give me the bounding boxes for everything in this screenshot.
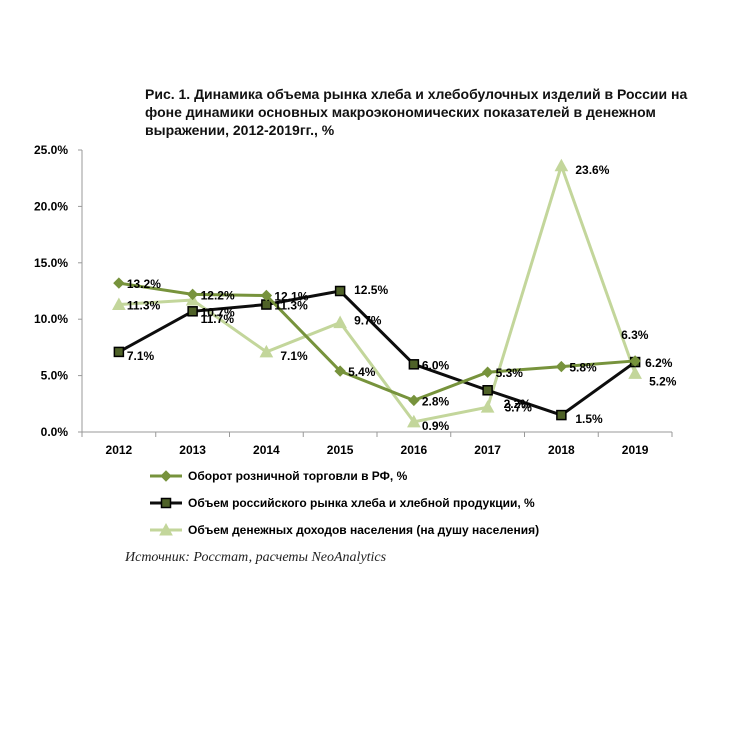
y-tick-label: 10.0% <box>34 312 68 326</box>
data-label: 5.2% <box>649 374 677 388</box>
x-tick-label: 2014 <box>253 443 280 457</box>
x-tick-label: 2018 <box>548 443 575 457</box>
data-label: 12.1% <box>274 290 308 304</box>
x-tick-label: 2017 <box>474 443 501 457</box>
data-point <box>554 158 569 172</box>
data-point <box>113 277 125 289</box>
legend-marker <box>160 470 172 482</box>
legend-item: Оборот розничной торговли в РФ, % <box>150 469 408 483</box>
y-axis-ticks: 0.0% 5.0% 10.0% 15.0% 20.0% 25.0% <box>34 143 82 439</box>
data-label: 7.1% <box>127 349 155 363</box>
legend-marker <box>160 497 172 509</box>
data-label: 5.4% <box>348 365 376 379</box>
data-label: 23.6% <box>575 163 609 177</box>
legend-label: Оборот розничной торговли в РФ, % <box>188 469 408 483</box>
legend-label: Объем российского рынка хлеба и хлебной … <box>188 496 535 510</box>
x-tick-label: 2015 <box>327 443 354 457</box>
x-tick-label: 2013 <box>179 443 206 457</box>
data-point <box>408 394 420 407</box>
legend: Оборот розничной торговли в РФ, % Объем р… <box>150 469 539 537</box>
series-1 <box>113 277 641 407</box>
data-point <box>187 306 198 317</box>
data-label: 6.2% <box>645 356 673 370</box>
legend-label: Объем денежных доходов населения (на душ… <box>188 523 539 537</box>
y-tick-label: 15.0% <box>34 256 68 270</box>
legend-item: Объем денежных доходов населения (на душ… <box>150 522 539 537</box>
data-point <box>481 366 494 378</box>
data-label: 6.0% <box>422 358 450 372</box>
series-2 <box>113 285 641 421</box>
data-label: 1.5% <box>575 412 603 426</box>
legend-marker <box>159 522 173 536</box>
x-tick-label: 2019 <box>622 443 649 457</box>
data-point <box>555 360 568 373</box>
y-tick-label: 5.0% <box>41 369 69 383</box>
data-point <box>113 346 125 358</box>
data-label: 11.7% <box>201 312 235 326</box>
data-label: 0.9% <box>422 419 450 433</box>
data-label: 12.2% <box>201 288 235 302</box>
data-label: 11.3% <box>127 299 161 313</box>
chart-title: Рис. 1. Динамика объема рынка хлеба и хл… <box>145 86 688 138</box>
data-point <box>407 414 421 428</box>
data-label: 3.7% <box>505 400 533 414</box>
data-label: 2.8% <box>422 394 450 408</box>
data-label: 11.3% <box>274 299 308 313</box>
data-point <box>260 289 273 302</box>
data-label: 7.1% <box>280 349 308 363</box>
data-point <box>629 355 641 367</box>
data-label: 10.7% <box>201 305 235 319</box>
series-layer <box>112 158 642 428</box>
data-label: 13.2% <box>127 277 161 291</box>
series-line <box>118 281 636 403</box>
data-label: 9.7% <box>354 314 382 328</box>
data-label: 6.3% <box>621 328 649 342</box>
data-point <box>482 385 493 396</box>
y-tick-label: 20.0% <box>34 199 68 213</box>
y-tick-label: 25.0% <box>34 143 68 157</box>
data-labels: 13.2% 12.2% 12.1% 5.4% 2.8% 5.3% 5.8% 6.3% 7.1% 1… <box>127 163 677 433</box>
data-point <box>334 285 346 297</box>
data-point <box>333 315 347 329</box>
data-label: 2.2% <box>504 397 532 411</box>
data-point <box>408 359 420 370</box>
data-label: 5.8% <box>569 361 597 375</box>
data-point <box>334 365 346 377</box>
series-line <box>118 289 637 417</box>
data-point <box>628 366 642 379</box>
x-tick-label: 2012 <box>106 443 133 457</box>
x-tick-label: 2016 <box>401 443 428 457</box>
legend-item: Объем российского рынка хлеба и хлебной … <box>150 496 535 510</box>
data-point <box>186 288 199 301</box>
data-point <box>261 299 272 310</box>
data-point <box>259 344 274 358</box>
data-point <box>480 400 495 413</box>
source-note: Источник: Росстат, расчеты NeoAnalytics <box>125 550 387 565</box>
data-point <box>112 297 126 311</box>
data-label: 5.3% <box>496 366 524 380</box>
data-label: 12.5% <box>354 283 388 297</box>
x-axis-ticks: 2012 2013 2014 2015 2016 2017 2018 2019 <box>81 432 673 457</box>
data-point <box>556 409 567 421</box>
y-tick-label: 0.0% <box>41 425 69 439</box>
